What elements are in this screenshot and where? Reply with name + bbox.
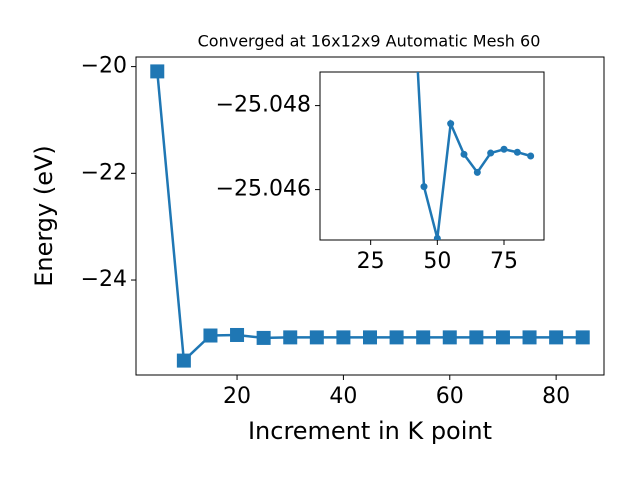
series-line xyxy=(416,72,532,239)
x-tick-label: 80 xyxy=(542,384,570,409)
x-tick-label: 20 xyxy=(223,384,251,409)
data-point xyxy=(575,330,590,345)
axes: 25 50 75 −25.046 −25.048 xyxy=(216,71,545,274)
data-point xyxy=(527,152,535,160)
data-point xyxy=(549,330,564,345)
data-point xyxy=(500,145,508,153)
data-point xyxy=(442,330,457,345)
plot-area xyxy=(416,72,535,240)
data-point xyxy=(522,330,537,345)
x-tick-label: 40 xyxy=(329,384,357,409)
data-point xyxy=(433,234,441,240)
y-tick-label: −20 xyxy=(81,54,127,79)
data-point xyxy=(487,149,495,157)
chart-title: Converged at 16x12x9 Automatic Mesh 60 xyxy=(198,32,541,51)
data-point xyxy=(309,330,324,345)
data-point xyxy=(256,330,271,345)
data-point xyxy=(447,120,455,128)
x-tick-label: 75 xyxy=(490,249,518,274)
y-tick-label: −25.048 xyxy=(216,93,311,118)
data-point xyxy=(176,353,191,368)
data-point xyxy=(460,150,468,158)
y-tick-label: −24 xyxy=(81,267,127,292)
data-point xyxy=(416,330,431,345)
y-tick-label: −25.046 xyxy=(216,177,311,202)
plot-area xyxy=(150,64,590,368)
x-tick-label: 60 xyxy=(436,384,464,409)
data-point xyxy=(150,64,165,79)
data-point xyxy=(420,183,428,191)
data-point xyxy=(363,330,377,345)
data-point xyxy=(473,168,481,176)
y-axis-label: Energy (eV) xyxy=(30,145,58,287)
data-point xyxy=(513,148,521,156)
plot-frame xyxy=(319,71,545,241)
x-tick-label: 50 xyxy=(423,249,451,274)
x-axis-label: Increment in K point xyxy=(248,417,492,445)
data-point xyxy=(469,330,484,345)
y-tick-label: −22 xyxy=(81,160,127,185)
x-tick-label: 25 xyxy=(357,249,385,274)
data-point xyxy=(389,330,404,345)
data-point xyxy=(336,330,351,345)
data-point xyxy=(203,328,218,343)
data-point xyxy=(283,330,298,345)
data-point xyxy=(230,327,245,342)
data-point xyxy=(495,330,510,345)
